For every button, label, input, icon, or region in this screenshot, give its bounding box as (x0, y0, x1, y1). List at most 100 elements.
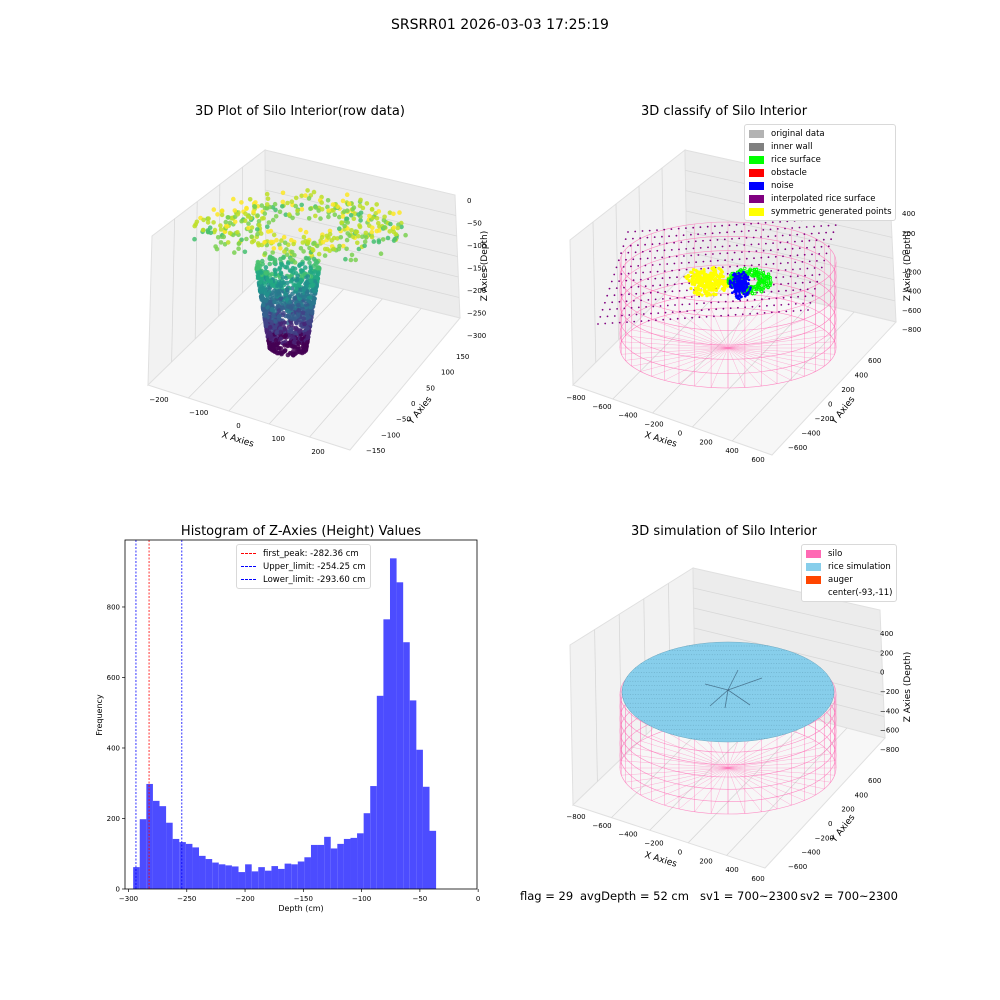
histogram-bar (139, 819, 147, 889)
raw-point (364, 201, 370, 206)
raw-point (277, 242, 282, 247)
raw-point (293, 271, 299, 276)
legend-item: Lower_limit: -293.60 cm (241, 573, 366, 586)
histogram-bar (172, 838, 180, 889)
symmetric-point (702, 267, 706, 272)
interpolated-point (815, 239, 818, 242)
raw-point (281, 280, 287, 285)
classify-x-label: X Axies (643, 430, 678, 449)
raw-point (251, 238, 257, 244)
interpolated-point (726, 252, 729, 255)
raw-point (308, 295, 313, 300)
legend-swatch (749, 129, 764, 138)
rice-surface-point (755, 267, 759, 271)
interpolated-point (744, 306, 746, 309)
legend-label: obstacle (771, 167, 807, 178)
raw-point (271, 283, 276, 288)
interpolated-point (772, 283, 775, 286)
raw-point (342, 223, 347, 229)
interpolated-point (786, 241, 789, 244)
classify-x-tick-label: 600 (751, 456, 764, 464)
interpolated-point (708, 308, 710, 311)
interpolated-point (620, 252, 622, 255)
classify-y-tick-label: 400 (855, 372, 868, 380)
symmetric-point (690, 270, 694, 275)
raw-point (364, 235, 369, 240)
interpolated-point (761, 298, 763, 301)
raw-point (277, 209, 283, 215)
noise-point (739, 285, 743, 288)
interpolated-point (635, 292, 638, 295)
interpolated-point (683, 255, 685, 257)
interpolated-point (640, 299, 642, 302)
raw-point (349, 252, 355, 258)
interpolated-point (807, 309, 809, 311)
interpolated-point (785, 289, 787, 292)
interpolated-point (758, 263, 760, 266)
interpolated-point (694, 240, 697, 243)
raw-point (255, 213, 260, 218)
silo-base-spoke (727, 760, 835, 769)
raw-point (344, 237, 350, 243)
symmetric-point (705, 284, 709, 288)
histogram-x-tick-label: −250 (177, 895, 196, 903)
raw-point (348, 213, 354, 218)
raw-point (287, 274, 292, 280)
legend-swatch (241, 553, 256, 554)
symmetric-point (713, 285, 717, 289)
legend-swatch (806, 575, 821, 584)
rice-surface-point (754, 288, 759, 292)
raw-point (252, 204, 258, 210)
raw-point (260, 258, 265, 264)
raw-point (296, 302, 301, 308)
raw-z-tick-label: −50 (467, 220, 482, 228)
raw-point (221, 234, 227, 240)
raw-point (298, 246, 304, 251)
interpolated-point (675, 234, 678, 237)
interpolated-point (635, 313, 638, 316)
interpolated-point (756, 312, 759, 315)
raw-point (259, 216, 265, 221)
interpolated-point (796, 233, 799, 236)
raw-point (395, 225, 401, 231)
raw-point (299, 202, 305, 208)
interpolated-point (748, 250, 750, 253)
raw-point (305, 188, 310, 193)
histogram-bar (166, 822, 173, 889)
raw-point (303, 229, 309, 235)
histogram-y-tick-label: 600 (107, 674, 120, 682)
silo-base-spoke (727, 335, 831, 349)
silo-base-spoke (727, 347, 792, 381)
raw-point (280, 199, 286, 205)
interpolated-point (731, 258, 734, 261)
classify-y-tick-label: −200 (815, 415, 834, 423)
interpolated-point (673, 283, 676, 286)
noise-point (728, 279, 732, 283)
silo-base-spoke (625, 753, 729, 769)
raw-point (214, 246, 220, 252)
legend-swatch (749, 194, 764, 203)
interpolated-point (709, 260, 712, 262)
interpolated-point (704, 232, 707, 235)
raw-point (348, 257, 354, 263)
interpolated-point (707, 246, 709, 249)
interpolated-point (613, 294, 616, 297)
raw-point (362, 243, 367, 249)
legend-item: rice simulation (806, 560, 892, 573)
classify-x-tick-label: −200 (644, 421, 663, 429)
rice-surface-point (767, 274, 771, 279)
interpolated-point (620, 293, 623, 296)
interpolated-point (762, 249, 765, 252)
symmetric-point (685, 275, 689, 279)
classify-y-label: Y Axies (829, 395, 858, 428)
symmetric-point (700, 271, 704, 275)
raw-point (312, 289, 318, 294)
interpolated-point (688, 303, 691, 305)
raw-point (305, 274, 311, 279)
histogram-title: Histogram of Z-Axies (Height) Values (180, 524, 422, 539)
simulation-plot-title: 3D simulation of Silo Interior (631, 524, 817, 539)
interpolated-point (729, 307, 732, 310)
interpolated-point (705, 315, 708, 318)
raw-point (345, 231, 351, 236)
